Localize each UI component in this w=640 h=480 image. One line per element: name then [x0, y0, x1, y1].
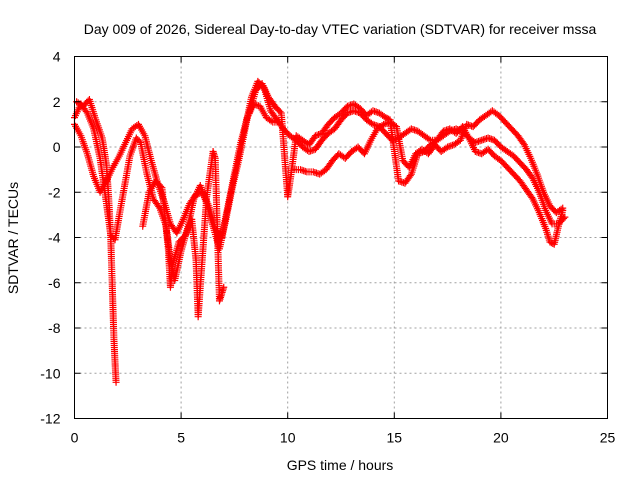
- y-tick-label: -10: [40, 365, 60, 381]
- y-tick-label: 4: [53, 49, 61, 65]
- y-tick-label: -2: [48, 184, 61, 200]
- data-point: [276, 108, 284, 116]
- data-point: [559, 206, 567, 214]
- y-tick-label: -4: [48, 230, 61, 246]
- y-tick-label: 2: [53, 94, 61, 110]
- y-tick-label: 0: [53, 139, 61, 155]
- data-point: [157, 182, 165, 190]
- x-tick-label: 5: [177, 430, 185, 446]
- grid: [74, 56, 608, 419]
- data-point: [378, 122, 386, 130]
- data-points: [71, 77, 569, 386]
- x-axis-label: GPS time / hours: [287, 457, 394, 473]
- data-point: [406, 172, 414, 180]
- y-tick-label: -6: [48, 275, 61, 291]
- data-point: [425, 135, 433, 143]
- chart-title: Day 009 of 2026, Sidereal Day-to-day VTE…: [84, 21, 597, 37]
- data-point: [135, 137, 143, 145]
- x-tick-label: 10: [280, 430, 296, 446]
- data-point: [155, 203, 163, 211]
- x-tick-label: 25: [600, 430, 616, 446]
- axes: 0 5 10 15 20 25 -12 -10 -8 -6 -4 -2 0 2 4: [40, 49, 615, 446]
- y-axis-label: SDTVAR / TECUs: [5, 182, 21, 294]
- data-point: [112, 378, 120, 386]
- data-point: [220, 283, 228, 291]
- data-point: [442, 144, 450, 152]
- x-tick-label: 0: [71, 430, 79, 446]
- y-tick-label: -8: [48, 320, 61, 336]
- y-tick-label: -12: [40, 411, 60, 427]
- data-point: [367, 119, 375, 127]
- x-tick-label: 15: [387, 430, 403, 446]
- data-point: [267, 117, 275, 125]
- x-tick-label: 20: [493, 430, 509, 446]
